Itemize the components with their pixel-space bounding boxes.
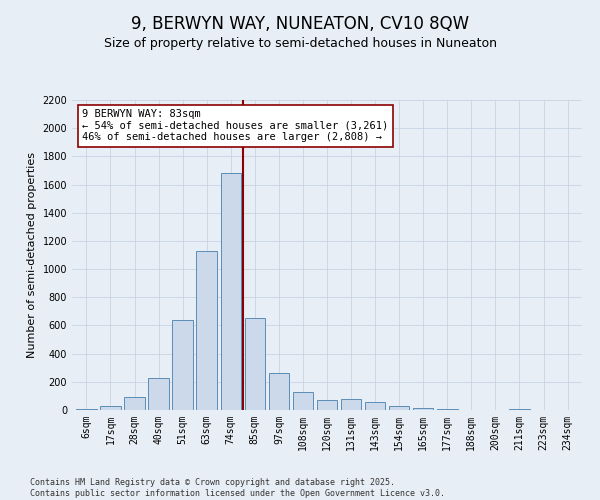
Text: 9, BERWYN WAY, NUNEATON, CV10 8QW: 9, BERWYN WAY, NUNEATON, CV10 8QW xyxy=(131,15,469,33)
Y-axis label: Number of semi-detached properties: Number of semi-detached properties xyxy=(27,152,37,358)
Bar xyxy=(196,251,217,410)
Bar xyxy=(269,374,289,410)
Bar xyxy=(413,408,433,410)
Text: Contains HM Land Registry data © Crown copyright and database right 2025.
Contai: Contains HM Land Registry data © Crown c… xyxy=(30,478,445,498)
Bar xyxy=(293,392,313,410)
Text: 9 BERWYN WAY: 83sqm
← 54% of semi-detached houses are smaller (3,261)
46% of sem: 9 BERWYN WAY: 83sqm ← 54% of semi-detach… xyxy=(82,110,388,142)
Text: Size of property relative to semi-detached houses in Nuneaton: Size of property relative to semi-detach… xyxy=(104,38,497,51)
Bar xyxy=(172,320,193,410)
Bar xyxy=(221,174,241,410)
Bar xyxy=(76,408,97,410)
Bar xyxy=(148,378,169,410)
Bar xyxy=(245,318,265,410)
Bar xyxy=(341,398,361,410)
Bar xyxy=(365,402,385,410)
Bar xyxy=(317,400,337,410)
Bar xyxy=(100,406,121,410)
Bar xyxy=(389,406,409,410)
Bar xyxy=(124,398,145,410)
